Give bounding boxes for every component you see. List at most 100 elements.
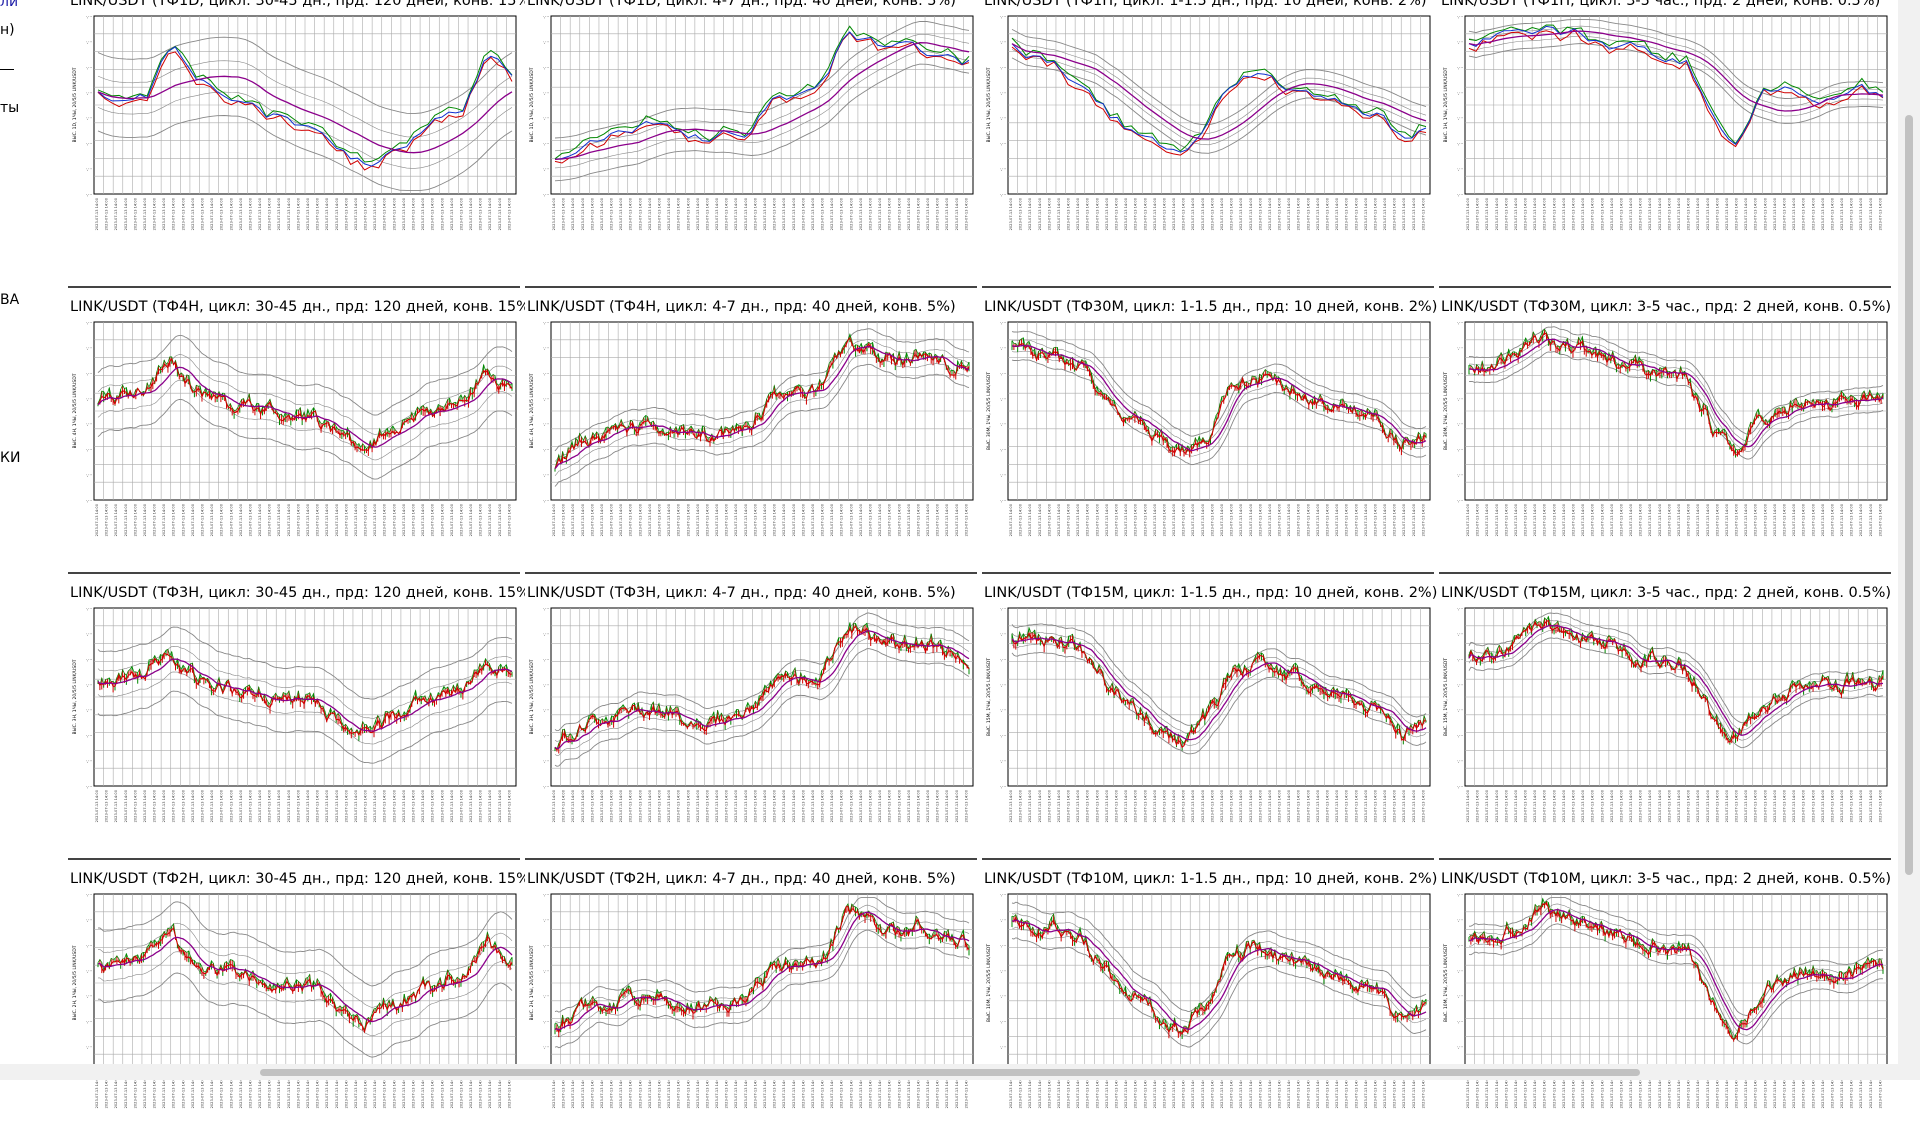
price-high-line bbox=[1011, 626, 1427, 744]
x-tick-label: 2023-07-13 14:00 bbox=[619, 197, 623, 230]
y-tick-label: ·,··· bbox=[1457, 498, 1463, 503]
x-tick-label: 2023-07-13 14:00 bbox=[239, 789, 243, 822]
x-tick-label: 2023-07-13 14:00 bbox=[1076, 789, 1080, 822]
x-tick-label: 2023-07-13 14:00 bbox=[162, 789, 166, 822]
y-tick-label: ·,··· bbox=[1457, 682, 1463, 687]
x-tick-label: 2023-07-13 14:00 bbox=[1162, 503, 1166, 536]
band-inner-upper-line bbox=[1011, 37, 1427, 134]
x-tick-label: 2023-07-13 14:00 bbox=[1878, 197, 1882, 230]
x-tick-label: 2023-07-13 14:00 bbox=[114, 503, 118, 536]
chart-separator bbox=[525, 572, 977, 574]
band-inner-upper-line bbox=[1011, 912, 1427, 1023]
band-inner-lower-line bbox=[98, 951, 513, 1037]
x-tick-label: 2023-07-13 14:00 bbox=[782, 503, 786, 536]
x-tick-label: 2023-07-13 14:00 bbox=[897, 503, 901, 536]
x-tick-label: 2023-07-13 14:00 bbox=[600, 1075, 604, 1108]
moving-average-line bbox=[97, 658, 513, 732]
x-tick-label: 2023-07-13 14:00 bbox=[1725, 503, 1729, 536]
price-high-line bbox=[554, 333, 970, 469]
x-tick-label: 2023-07-13 14:00 bbox=[1268, 503, 1272, 536]
x-tick-label: 2023-07-13 14:00 bbox=[638, 1075, 642, 1108]
y-tick-label: ·,··· bbox=[543, 473, 549, 478]
x-tick-label: 2023-07-13 14:00 bbox=[392, 197, 396, 230]
x-tick-label: 2023-07-13 14:00 bbox=[1345, 1075, 1349, 1108]
x-tick-label: 2023-07-13 14:00 bbox=[1504, 503, 1508, 536]
y-tick-label: ·,··· bbox=[1000, 657, 1006, 662]
vertical-scrollbar-thumb[interactable] bbox=[1905, 115, 1913, 875]
y-tick-label: ·,··· bbox=[1457, 141, 1463, 146]
x-tick-label: 2023-07-13 14:00 bbox=[552, 197, 556, 230]
x-tick-label: 2023-07-13 14:00 bbox=[479, 503, 483, 536]
horizontal-scrollbar[interactable] bbox=[0, 1064, 1898, 1080]
x-tick-label: 2023-07-13 14:00 bbox=[811, 1075, 815, 1108]
x-tick-label: 2023-07-13 14:00 bbox=[1047, 503, 1051, 536]
x-tick-label: 2023-07-13 14:00 bbox=[344, 503, 348, 536]
x-tick-label: 2023-07-13 14:00 bbox=[600, 503, 604, 536]
x-tick-label: 2023-07-13 14:00 bbox=[686, 503, 690, 536]
x-tick-label: 2023-07-13 14:00 bbox=[1859, 503, 1863, 536]
x-tick-label: 2023-07-13 14:00 bbox=[191, 197, 195, 230]
x-tick-label: 2023-07-13 14:00 bbox=[1105, 503, 1109, 536]
y-tick-label: ·,··· bbox=[1000, 917, 1006, 922]
y-tick-label: ·,··· bbox=[1457, 473, 1463, 478]
chart-title: LINK/USDT (ТФ4H, цикл: 4-7 дн., прд: 40 … bbox=[527, 299, 956, 315]
x-tick-label: 2023-07-13 14:00 bbox=[488, 197, 492, 230]
chart-title: LINK/USDT (ТФ1H, цикл: 1-1.5 дн., прд: 1… bbox=[984, 0, 1427, 9]
x-tick-label: 2023-07-13 14:00 bbox=[229, 789, 233, 822]
x-tick-label: 2023-07-13 14:00 bbox=[431, 503, 435, 536]
band-upper-line bbox=[97, 626, 513, 700]
x-tick-label: 2023-07-13 14:00 bbox=[383, 503, 387, 536]
y-tick-label: ·,··· bbox=[543, 1019, 549, 1024]
x-tick-label: 2023-07-13 14:00 bbox=[392, 789, 396, 822]
y-tick-label: ·,··· bbox=[86, 1045, 92, 1050]
band-lower-line bbox=[1011, 937, 1427, 1048]
y-tick-label: ·,··· bbox=[1457, 422, 1463, 427]
x-tick-label: 2023-07-13 14:00 bbox=[1552, 1075, 1556, 1108]
x-tick-label: 2023-07-13 14:00 bbox=[325, 789, 329, 822]
left-fragment-1[interactable]: ли bbox=[0, 0, 19, 10]
band-inner-lower-line bbox=[97, 379, 513, 461]
chart-title: LINK/USDT (ТФ30M, цикл: 1-1.5 дн., прд: … bbox=[984, 299, 1438, 315]
x-tick-label: 2023-07-13 14:00 bbox=[610, 789, 614, 822]
x-tick-label: 2023-07-13 14:00 bbox=[1524, 197, 1528, 230]
x-tick-label: 2023-07-13 14:00 bbox=[1364, 503, 1368, 536]
x-tick-label: 2023-07-13 14:00 bbox=[1268, 789, 1272, 822]
y-tick-label: ·,··· bbox=[1457, 1045, 1463, 1050]
y-tick-label: ·,··· bbox=[86, 1019, 92, 1024]
moving-average-line bbox=[1468, 624, 1884, 736]
x-tick-label: 2023-07-13 14:00 bbox=[1258, 503, 1262, 536]
x-tick-label: 2023-07-13 14:00 bbox=[1850, 789, 1854, 822]
x-tick-label: 2023-07-13 14:00 bbox=[268, 503, 272, 536]
x-tick-label: 2023-07-13 14:00 bbox=[744, 197, 748, 230]
x-tick-label: 2023-07-13 14:00 bbox=[1744, 503, 1748, 536]
x-tick-label: 2023-07-13 14:00 bbox=[162, 197, 166, 230]
x-tick-label: 2023-07-13 14:00 bbox=[1495, 1075, 1499, 1108]
x-tick-label: 2023-07-13 14:00 bbox=[1009, 197, 1013, 230]
x-tick-label: 2023-07-13 14:00 bbox=[734, 503, 738, 536]
x-tick-label: 2023-07-13 14:00 bbox=[201, 503, 205, 536]
x-tick-label: 2023-07-13 14:00 bbox=[153, 197, 157, 230]
y-tick-label: ·,··· bbox=[1457, 943, 1463, 948]
x-tick-label: 2023-07-13 14:00 bbox=[1802, 503, 1806, 536]
band-inner-lower-line bbox=[554, 919, 970, 1038]
x-tick-label: 2023-07-13 14:00 bbox=[1562, 197, 1566, 230]
y-tick-label: ·,··· bbox=[543, 1045, 549, 1050]
x-tick-label: 2023-07-13 14:00 bbox=[1335, 503, 1339, 536]
moving-average-line bbox=[554, 630, 970, 750]
x-tick-label: 2023-07-13 14:00 bbox=[562, 503, 566, 536]
band-upper-line bbox=[554, 612, 970, 732]
band-lower-line bbox=[1011, 651, 1427, 755]
y-tick-label: ·,··· bbox=[86, 422, 92, 427]
vertical-scrollbar[interactable] bbox=[1898, 0, 1920, 1080]
x-tick-label: 2023-07-13 14:00 bbox=[440, 503, 444, 536]
x-tick-label: 2023-07-13 14:00 bbox=[619, 503, 623, 536]
x-tick-label: 2023-07-13 14:00 bbox=[1364, 789, 1368, 822]
x-tick-label: 2023-07-13 14:00 bbox=[143, 789, 147, 822]
x-tick-label: 2023-07-13 14:00 bbox=[945, 789, 949, 822]
x-tick-label: 2023-07-13 14:00 bbox=[479, 197, 483, 230]
x-tick-label: 2023-07-13 14:00 bbox=[1115, 1075, 1119, 1108]
band-lower-line bbox=[1011, 359, 1427, 466]
horizontal-scrollbar-thumb[interactable] bbox=[260, 1069, 1640, 1076]
x-tick-label: 2023-07-13 14:00 bbox=[1466, 1075, 1470, 1108]
x-tick-label: 2023-07-13 14:00 bbox=[849, 503, 853, 536]
